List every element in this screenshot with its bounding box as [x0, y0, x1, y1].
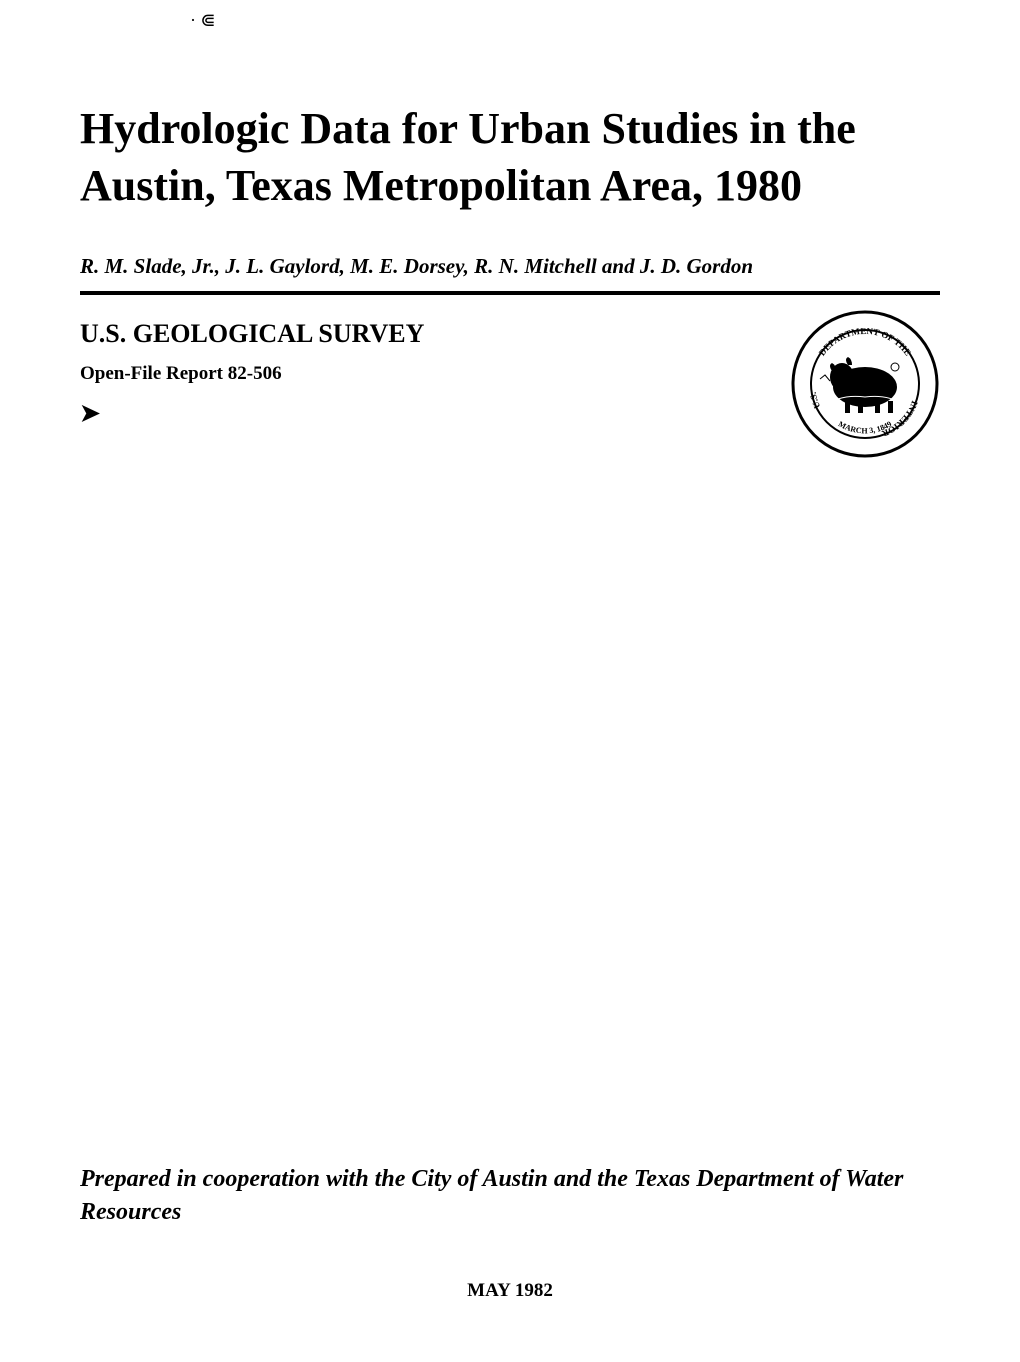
- publication-date: MAY 1982: [80, 1280, 940, 1302]
- organization-info: U.S. GEOLOGICAL SURVEY Open-File Report …: [80, 319, 790, 428]
- usgs-seal-icon: DEPARTMENT OF THE INTERIOR U.S. MARCH 3,…: [790, 309, 940, 459]
- scan-artifact-mark: · ⋐: [190, 10, 216, 31]
- report-identifier: Open-File Report 82-506: [80, 363, 790, 385]
- svg-text:INTERIOR: INTERIOR: [880, 400, 920, 440]
- footer-section: Prepared in cooperation with the City of…: [80, 1163, 940, 1302]
- authors-list: R. M. Slade, Jr., J. L. Gaylord, M. E. D…: [80, 254, 940, 279]
- organization-name: U.S. GEOLOGICAL SURVEY: [80, 319, 790, 349]
- svg-text:DEPARTMENT OF THE: DEPARTMENT OF THE: [817, 326, 913, 358]
- cooperation-statement: Prepared in cooperation with the City of…: [80, 1163, 940, 1230]
- arrow-mark: ➤: [80, 399, 790, 428]
- organization-section: U.S. GEOLOGICAL SURVEY Open-File Report …: [80, 319, 940, 459]
- svg-text:U.S.: U.S.: [808, 392, 823, 411]
- department-seal: DEPARTMENT OF THE INTERIOR U.S. MARCH 3,…: [790, 309, 940, 459]
- document-title: Hydrologic Data for Urban Studies in the…: [80, 100, 940, 214]
- horizontal-divider: [80, 291, 940, 295]
